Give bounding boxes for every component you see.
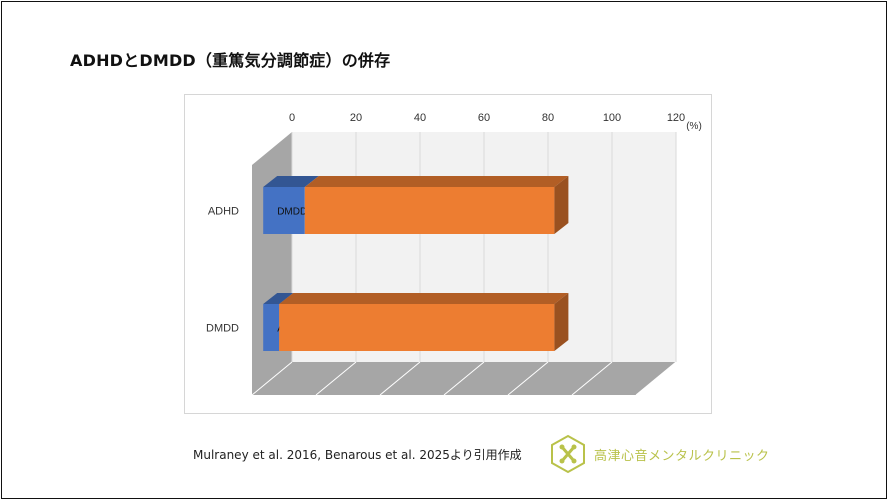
y-category-label: DMDD xyxy=(206,323,239,335)
floor-gridline xyxy=(507,361,549,396)
x-tick-label: 100 xyxy=(603,112,621,124)
x-tick-label: 120 xyxy=(667,112,685,124)
clinic-logo: 高津心音メンタルクリニック xyxy=(548,434,770,474)
bar-side-face xyxy=(554,293,569,351)
bar-segment xyxy=(304,187,555,234)
bar-data-label: DMDD xyxy=(277,207,307,218)
floor-gridline xyxy=(443,361,485,396)
floor-gridline xyxy=(251,361,293,396)
bar-top-face xyxy=(304,176,569,187)
y-category-label: ADHD xyxy=(208,206,239,218)
bar-side-face xyxy=(554,176,569,234)
bar-top-face xyxy=(263,293,294,304)
bar-segment xyxy=(263,187,305,234)
x-tick-label: 20 xyxy=(350,112,362,124)
clinic-name: 高津心音メンタルクリニック xyxy=(594,449,770,464)
floor-gridline xyxy=(379,361,421,396)
floor-gridline xyxy=(315,361,357,396)
chart-side-wall xyxy=(252,132,292,395)
bar-segment xyxy=(279,304,555,351)
bar-top-face xyxy=(279,293,569,304)
clinic-logo-icon xyxy=(551,434,585,474)
bar-segment xyxy=(263,304,280,351)
x-tick-label: 80 xyxy=(542,112,554,124)
x-unit-label: (%) xyxy=(686,121,702,132)
x-tick-label: 40 xyxy=(414,112,426,124)
floor-gridline xyxy=(635,361,677,396)
bar-top-face xyxy=(263,176,319,187)
x-tick-label: 60 xyxy=(478,112,490,124)
x-tick-label: 0 xyxy=(289,112,295,124)
floor-gridline xyxy=(571,361,613,396)
citation-text: Mulraney et al. 2016, Benarous et al. 20… xyxy=(193,448,522,462)
page-title: ADHDとDMDD（重篤気分調節症）の併存 xyxy=(70,51,391,70)
